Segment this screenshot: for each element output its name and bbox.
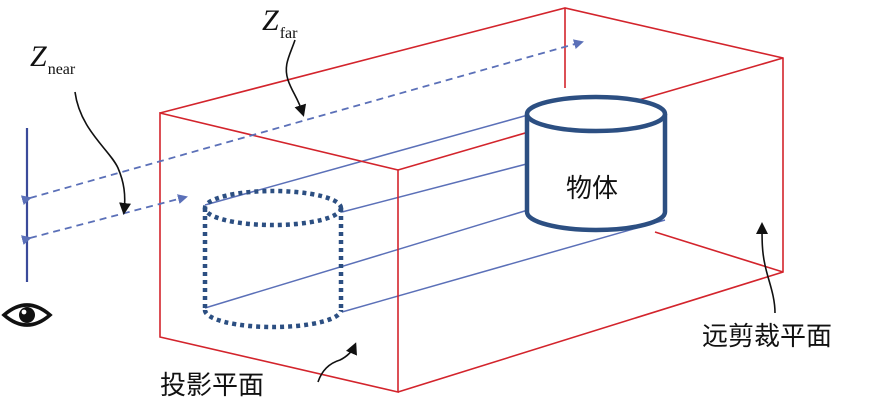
projected-cylinder — [202, 188, 344, 330]
z-near-symbol: Z — [30, 40, 47, 73]
far-clip-plane-label: 远剪裁平面 — [702, 322, 833, 352]
object-cylinder — [524, 94, 668, 233]
z-far-label: Zfar — [262, 6, 297, 42]
z-near-label: Znear — [30, 42, 75, 78]
projection-plane-callout — [317, 342, 357, 383]
callout-arrows — [74, 39, 776, 383]
z-far-callout — [285, 39, 307, 117]
object-label: 物体 — [566, 174, 619, 204]
far-plane-callout — [756, 222, 776, 314]
z-near-subscript: near — [47, 61, 76, 78]
projection-plane-label: 投影平面 — [160, 371, 265, 401]
z-near-arrow — [20, 194, 188, 245]
eye-icon — [1, 303, 53, 327]
depth-arrows — [20, 39, 584, 245]
z-far-arrow — [20, 39, 584, 205]
z-far-symbol: Z — [262, 4, 279, 37]
frustum-box — [159, 7, 784, 394]
z-near-callout — [74, 91, 132, 215]
z-far-subscript: far — [279, 25, 298, 42]
